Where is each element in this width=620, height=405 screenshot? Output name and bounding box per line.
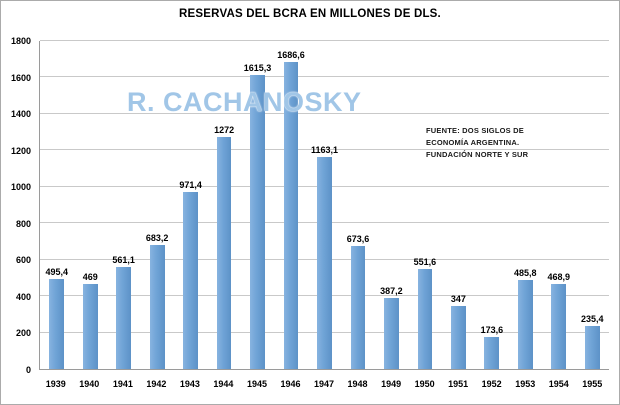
x-axis: 1939 1940 1941 1942 1943 1944 1945 1946 1947 1948…: [39, 379, 609, 395]
x-axis-tick-label: 1945: [246, 379, 267, 389]
bar-slot: 468,9: [542, 41, 575, 369]
bar-slot: 485,8: [509, 41, 542, 369]
bar-slot: 173,6: [475, 41, 508, 369]
bar-slot: 347: [442, 41, 475, 369]
x-axis-tick-label: 1947: [314, 379, 335, 389]
bar-1940: [82, 283, 98, 369]
bar-value-label: 683,2: [145, 232, 169, 243]
x-axis-tick-label: 1953: [515, 379, 536, 389]
bar-1950: [417, 268, 433, 369]
gridline: [40, 149, 609, 151]
bar-value-label: 495,4: [45, 266, 68, 277]
x-axis-tick-label: 1941: [112, 379, 133, 389]
chart-title: RESERVAS DEL BCRA EN MILLONES DE DLS.: [179, 8, 441, 20]
bar-value-label: 1163,1: [310, 145, 338, 156]
gridline: [40, 76, 609, 78]
bar-slot: 1615,3: [241, 41, 274, 369]
bar-1941: [116, 266, 132, 369]
bar-slot: 1686,6: [274, 41, 307, 369]
bar-value-label: 561,1: [112, 254, 135, 265]
x-axis-tick-label: 1942: [146, 379, 167, 389]
x-axis-tick-label: 1940: [79, 379, 100, 389]
bar-value-label: 468,9: [547, 271, 571, 282]
source-note-line: FUENTE: DOS SIGLOS DE: [426, 126, 524, 135]
bar-slot: 1163,1: [308, 41, 341, 369]
bar-1955: [584, 326, 600, 369]
bar-1954: [551, 283, 567, 369]
y-axis-tick-label: 1400: [10, 109, 31, 120]
bar-1948: [350, 246, 366, 369]
y-axis-tick-label: 1800: [10, 36, 31, 46]
bar-value-label: 1272: [214, 125, 235, 136]
bar-slot: 971,4: [174, 41, 207, 369]
bars: 495,4 469 561,1 683,2 971,4 1272 1615,3 1686,6 1…: [40, 41, 609, 369]
bar-slot: 1272: [207, 41, 240, 369]
y-axis-tick-label: 1600: [10, 72, 31, 83]
bar-1945: [250, 74, 265, 369]
x-axis-tick-label: 1943: [179, 379, 200, 389]
bar-value-label: 173,6: [480, 325, 504, 336]
bar-1946: [283, 61, 299, 369]
bar-slot: 235,4: [576, 41, 609, 369]
y-axis-tick-label: 800: [15, 218, 31, 229]
y-axis-tick-label: 1200: [10, 145, 31, 156]
bar-value-label: 1615,3: [243, 62, 272, 73]
y-axis-tick-label: 1000: [10, 182, 31, 193]
x-axis-tick-label: 1949: [381, 379, 402, 389]
bar-1952: [484, 337, 500, 369]
bar-1951: [451, 305, 466, 369]
x-axis-tick-label: 1946: [280, 379, 301, 389]
y-axis-tick-label: 0: [25, 365, 31, 375]
bar-1944: [216, 137, 232, 369]
bar-1939: [49, 278, 65, 369]
y-axis-tick-label: 400: [15, 291, 31, 302]
bar-1943: [183, 192, 198, 369]
bar-value-label: 1686,6: [277, 49, 305, 60]
bar-slot: 469: [73, 41, 106, 369]
bar-value-label: 971,4: [179, 180, 202, 190]
x-axis-tick-label: 1939: [45, 379, 66, 389]
x-axis-tick-label: 1948: [347, 379, 368, 389]
bar-value-label: 387,2: [380, 286, 403, 297]
bar-1953: [517, 280, 533, 369]
plot-area: 495,4 469 561,1 683,2 971,4 1272 1615,3 1686,6 1…: [39, 40, 609, 370]
x-axis-tick-label: 1944: [213, 379, 234, 389]
bar-slot: 673,6: [341, 41, 374, 369]
source-note-line: FUNDACIÓN NORTE Y SUR: [426, 150, 529, 159]
source-note: FUENTE: DOS SIGLOS DE ECONOMÍA ARGENTINA…: [426, 125, 528, 161]
bar-value-label: 235,4: [580, 314, 604, 325]
bar-value-label: 469: [82, 271, 98, 282]
source-note-line: ECONOMÍA ARGENTINA.: [426, 138, 520, 147]
gridline: [40, 40, 609, 41]
bar-value-label: 551,6: [413, 256, 437, 267]
y-axis: 0 200 400 600 800 1000 1200 1400 1600 1800: [1, 36, 35, 375]
bar-value-label: 485,8: [514, 268, 537, 279]
x-axis-tick-label: 1954: [548, 379, 569, 389]
x-axis-tick-label: 1952: [481, 379, 502, 389]
bar-value-label: 347: [450, 293, 466, 304]
x-axis-tick-label: 1950: [414, 379, 435, 389]
bar-1949: [384, 298, 399, 369]
bar-slot: 683,2: [140, 41, 173, 369]
bar-value-label: 673,6: [346, 234, 370, 245]
y-axis-tick-label: 600: [15, 255, 31, 266]
y-axis-tick-label: 200: [15, 328, 31, 339]
bar-1947: [317, 157, 332, 369]
x-axis-tick-label: 1955: [582, 379, 603, 389]
bar-slot: 495,4: [40, 41, 73, 369]
bar-slot: 561,1: [107, 41, 140, 369]
bar-slot: 551,6: [408, 41, 441, 369]
gridline: [40, 112, 609, 114]
bar-slot: 387,2: [375, 41, 408, 369]
x-axis-tick-label: 1951: [448, 379, 469, 389]
bar-1942: [149, 244, 165, 369]
